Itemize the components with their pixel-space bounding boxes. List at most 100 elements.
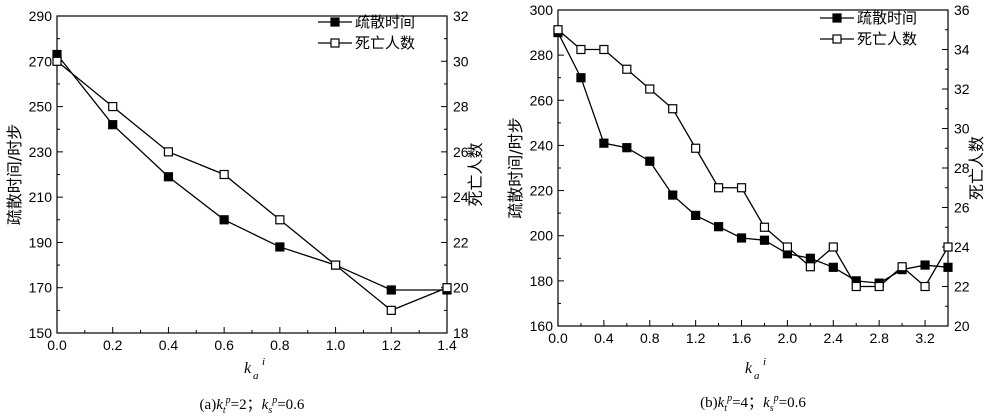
legend-label: 疏散时间 (355, 13, 415, 31)
panel-caption: (b)ktp=4；ksp=0.6 (700, 393, 806, 414)
y-axis-left-title: 疏散时间/时步 (5, 124, 24, 225)
caption-k2-sup: p (271, 395, 277, 406)
data-point (599, 44, 609, 55)
x-tick-label: 0.0 (47, 337, 67, 353)
y-right-tick-label: 34 (954, 42, 970, 58)
x-tick-label: 0.4 (159, 337, 179, 353)
y-left-tick-label: 250 (29, 99, 53, 115)
y-axis-right-title: 死亡人数 (967, 136, 986, 200)
y-right-tick-label: 26 (453, 144, 469, 160)
data-point (920, 281, 930, 292)
caption-k2-sub: s (770, 403, 774, 414)
data-point (759, 222, 770, 232)
legend-label: 死亡人数 (857, 30, 917, 48)
data-point (386, 305, 396, 315)
y-left-tick-label: 240 (530, 137, 554, 153)
chart-panel-b: 0.0 0.4 0.8 1.2 1.6 2.0 2.4 2.8 3.2 160 180 200 220 2… (506, 2, 986, 414)
x-axis-var: k (745, 360, 753, 377)
data-point (736, 233, 747, 243)
series-line (56, 60, 448, 312)
x-tick-label: 0.4 (594, 330, 614, 346)
series-death-count (553, 25, 953, 292)
data-point (736, 183, 747, 193)
x-axis-title: k ai (244, 356, 265, 382)
data-point (553, 25, 563, 35)
x-tick-label: 0.2 (103, 337, 123, 353)
caption-prefix: (a) (200, 397, 217, 413)
data-point (219, 169, 229, 180)
data-point (828, 262, 838, 272)
y-right-tick-label: 30 (453, 53, 469, 69)
y-right-tick-label: 18 (453, 325, 469, 341)
x-tick-label: 1.2 (686, 330, 706, 346)
legend-marker (330, 17, 340, 27)
data-point (713, 183, 724, 193)
caption-k1: k (216, 397, 223, 413)
x-tick-label: 0.8 (640, 330, 660, 346)
y-left-tick-label: 280 (530, 47, 554, 63)
y-left-tick-label: 200 (530, 228, 554, 244)
y-left-tick-label: 160 (530, 318, 554, 334)
y-right-tick-label: 22 (954, 279, 970, 295)
caption-k1-sub: t (724, 403, 727, 414)
series-line (557, 32, 949, 284)
chart-panel-a: 0.0 0.2 0.4 0.6 0.8 1.0 1.2 1.4 150 170 190 210 230 2… (5, 8, 485, 416)
data-point (576, 44, 586, 55)
y-right-tick-label: 30 (954, 121, 970, 137)
y-left-tick-label: 180 (530, 273, 554, 289)
series-line (557, 29, 949, 288)
caption-k1-sup: p (225, 395, 231, 406)
data-point (275, 242, 285, 252)
data-point (163, 172, 174, 182)
y-axis-right-title: 死亡人数 (466, 142, 485, 206)
y-left-tick-label: 170 (29, 280, 53, 296)
caption-k2: k (763, 395, 770, 411)
x-axis-title: k ai (745, 356, 766, 382)
data-point (599, 138, 609, 148)
y-left-tick-label: 270 (29, 53, 53, 69)
x-axis-sup: i (763, 356, 766, 368)
x-axis-sub: a (754, 370, 760, 382)
y-right-tick-label: 24 (453, 189, 469, 205)
data-point (759, 235, 770, 245)
series-evacuation-time (553, 27, 953, 288)
caption-k2: k (262, 397, 269, 413)
caption-k2-sup: p (773, 393, 779, 404)
plot-frame (557, 9, 949, 327)
data-point (897, 262, 907, 272)
caption-prefix: (b) (700, 395, 718, 411)
y-right-tick-label: 20 (954, 318, 970, 334)
y-right-tick-label: 32 (453, 8, 469, 24)
data-point (163, 147, 174, 157)
legend-label: 死亡人数 (355, 34, 415, 52)
y-axis-left-title: 疏散时间/时步 (506, 117, 525, 218)
data-point (943, 262, 953, 272)
data-point (943, 242, 953, 252)
y-left-tick-label: 150 (29, 325, 53, 341)
data-point (219, 215, 229, 225)
data-point (805, 262, 815, 272)
caption-k2-value: =0.6 (277, 397, 305, 413)
data-point (386, 285, 396, 295)
data-point (668, 190, 678, 200)
caption-k1-sup: p (726, 393, 732, 404)
y-right-tick-label: 28 (954, 160, 970, 176)
x-axis-var: k (244, 360, 252, 377)
data-point (52, 56, 62, 66)
caption-k2-sub: s (268, 405, 272, 416)
caption-k1-value: =2 (231, 397, 247, 413)
x-tick-label: 1.6 (732, 330, 752, 346)
data-point (805, 253, 815, 263)
y-right-tick-label: 24 (954, 239, 970, 255)
y-right-tick-label: 20 (453, 280, 469, 296)
data-point (691, 143, 701, 153)
x-axis-sub: a (253, 370, 259, 382)
x-axis-sup: i (262, 356, 265, 368)
y-right-tick-label: 22 (453, 234, 469, 250)
y-left-tick-label: 210 (29, 189, 53, 205)
data-point (874, 281, 884, 292)
y-right-tick-label: 32 (954, 81, 970, 97)
y-right-tick-label: 28 (453, 99, 469, 115)
x-tick-label: 1.4 (437, 337, 457, 353)
